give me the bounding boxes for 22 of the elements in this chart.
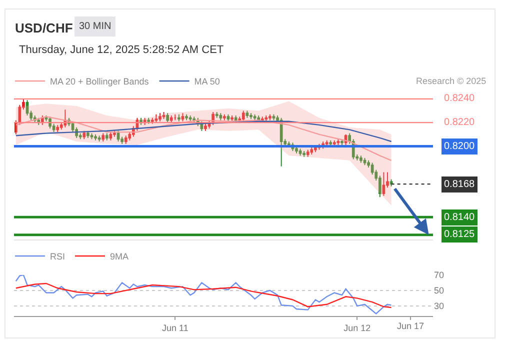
chart-subtitle: Thursday, June 12, 2025 5:28:52 AM CET: [19, 44, 224, 56]
line-series: [15, 282, 392, 308]
x-tick-label: Jun 11: [162, 322, 188, 333]
legend-label: MA 20 + Bollinger Bands: [50, 76, 150, 87]
ref-line-label: 0.8240: [444, 93, 476, 104]
text: 30 MIN: [79, 21, 112, 32]
text: Jun 17: [397, 321, 424, 331]
ref-line-label: 0.8220: [444, 117, 476, 128]
y-tick-label: 50: [434, 286, 444, 296]
x-tick-label: Jun 12: [344, 322, 371, 333]
chart-title: USD/CHF: [15, 20, 73, 36]
text: Research © 2025: [416, 76, 486, 86]
legend-label: RSI: [50, 252, 66, 262]
ref-line-label: 0.8140: [444, 212, 476, 223]
y-tick-label: 70: [434, 270, 444, 280]
legend-label: MA 50: [194, 76, 220, 87]
ref-line-label: 0.8200: [444, 141, 476, 152]
ref-line-label: 0.8125: [444, 229, 476, 240]
ref-line-label: 0.8168: [444, 179, 476, 190]
y-tick-label: 30: [434, 301, 444, 312]
line-series: [15, 274, 392, 314]
legend-label: 9MA: [110, 252, 129, 262]
